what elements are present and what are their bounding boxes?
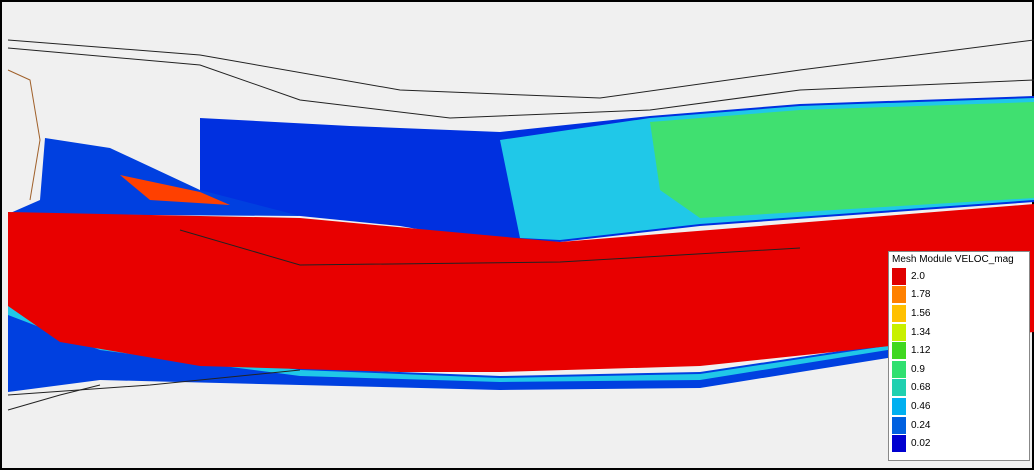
map-view <box>0 0 1034 470</box>
legend-swatch <box>892 286 906 303</box>
legend-label: 1.34 <box>911 327 930 338</box>
legend-label: 0.9 <box>911 364 925 375</box>
legend-swatch <box>892 379 906 396</box>
legend-swatch <box>892 324 906 341</box>
legend-label: 0.46 <box>911 401 930 412</box>
legend-entry: 1.34 <box>892 323 1026 342</box>
legend-label: 1.12 <box>911 345 930 356</box>
legend-entry: 0.24 <box>892 416 1026 435</box>
legend-entries: 2.0 1.78 1.56 1.34 1.12 0.9 0.68 0.46 0.24 0.02 <box>892 267 1026 453</box>
legend: Mesh Module VELOC_mag 2.0 1.78 1.56 1.34 1.1… <box>888 251 1030 461</box>
legend-label: 0.24 <box>911 420 930 431</box>
legend-label: 1.78 <box>911 289 930 300</box>
legend-entry: 0.9 <box>892 360 1026 379</box>
page: {"legend": {"title": "Mesh Module VELOC_… <box>0 0 1034 470</box>
legend-entry: 1.56 <box>892 304 1026 323</box>
legend-swatch <box>892 305 906 322</box>
legend-entry: 0.46 <box>892 397 1026 416</box>
legend-swatch <box>892 268 906 285</box>
legend-label: 1.56 <box>911 308 930 319</box>
legend-swatch <box>892 417 906 434</box>
legend-swatch <box>892 361 906 378</box>
legend-title: Mesh Module VELOC_mag <box>892 254 1026 265</box>
legend-entry: 0.02 <box>892 434 1026 453</box>
legend-entry: 0.68 <box>892 379 1026 398</box>
legend-swatch <box>892 342 906 359</box>
legend-swatch <box>892 398 906 415</box>
flow-region <box>650 102 1034 218</box>
legend-label: 0.02 <box>911 438 930 449</box>
legend-swatch <box>892 435 906 452</box>
legend-entry: 1.78 <box>892 286 1026 305</box>
legend-entry: 1.12 <box>892 341 1026 360</box>
legend-entry: 2.0 <box>892 267 1026 286</box>
legend-label: 0.68 <box>911 382 930 393</box>
legend-label: 2.0 <box>911 271 925 282</box>
